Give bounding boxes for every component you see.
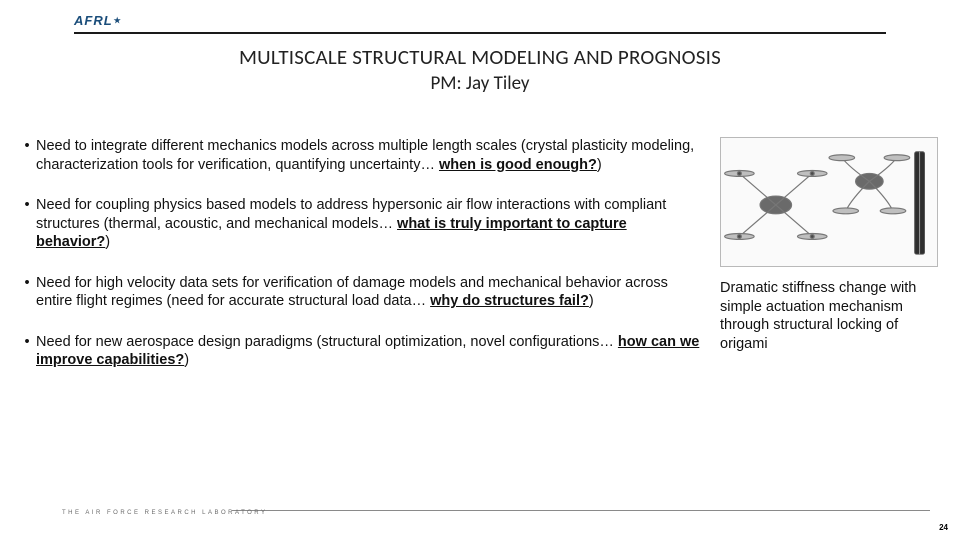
drone-illustration-icon <box>721 138 937 266</box>
bullet-dot-icon: • <box>18 333 36 370</box>
bullet-tail: ) <box>105 234 110 250</box>
bullet-tail: ) <box>184 352 189 368</box>
figure-image <box>720 137 938 267</box>
content-row: • Need to integrate different mechanics … <box>12 137 948 392</box>
title-block: MULTISCALE STRUCTURAL MODELING AND PROGN… <box>12 44 948 95</box>
slide-title: MULTISCALE STRUCTURAL MODELING AND PROGN… <box>12 44 948 70</box>
bullet-item: • Need for high velocity data sets for v… <box>18 274 702 311</box>
bullet-item: • Need for coupling physics based models… <box>18 196 702 252</box>
figure-column: Dramatic stiffness change with simple ac… <box>720 137 948 392</box>
bullet-question: why do structures fail? <box>430 293 589 309</box>
slide: AFRL★ MULTISCALE STRUCTURAL MODELING AND… <box>0 0 960 540</box>
logo-row: AFRL★ <box>74 10 948 28</box>
bullet-item: • Need for new aerospace design paradigm… <box>18 333 702 370</box>
bullet-tail: ) <box>597 157 602 173</box>
footer-left-text: THE AIR FORCE RESEARCH LABORATORY <box>62 510 268 516</box>
figure-caption: Dramatic stiffness change with simple ac… <box>720 279 948 353</box>
bullet-dot-icon: • <box>18 274 36 311</box>
page-number: 24 <box>939 523 948 532</box>
bullet-text: Need to integrate different mechanics mo… <box>36 137 702 174</box>
bullet-text: Need for new aerospace design paradigms … <box>36 333 702 370</box>
bullet-text: Need for coupling physics based models t… <box>36 196 702 252</box>
bullet-item: • Need to integrate different mechanics … <box>18 137 702 174</box>
bullet-dot-icon: • <box>18 137 36 174</box>
bullet-tail: ) <box>589 293 594 309</box>
bullet-dot-icon: • <box>18 196 36 252</box>
bullet-question: when is good enough? <box>439 157 597 173</box>
afrl-logo: AFRL★ <box>74 13 122 28</box>
bullet-list: • Need to integrate different mechanics … <box>12 137 702 392</box>
slide-subtitle: PM: Jay Tiley <box>12 72 948 95</box>
bullet-text: Need for high velocity data sets for ver… <box>36 274 702 311</box>
logo-text: AFRL <box>74 13 113 28</box>
logo-star-icon: ★ <box>114 16 122 25</box>
bullet-lead: Need for new aerospace design paradigms … <box>36 334 618 350</box>
top-rule <box>74 32 886 34</box>
